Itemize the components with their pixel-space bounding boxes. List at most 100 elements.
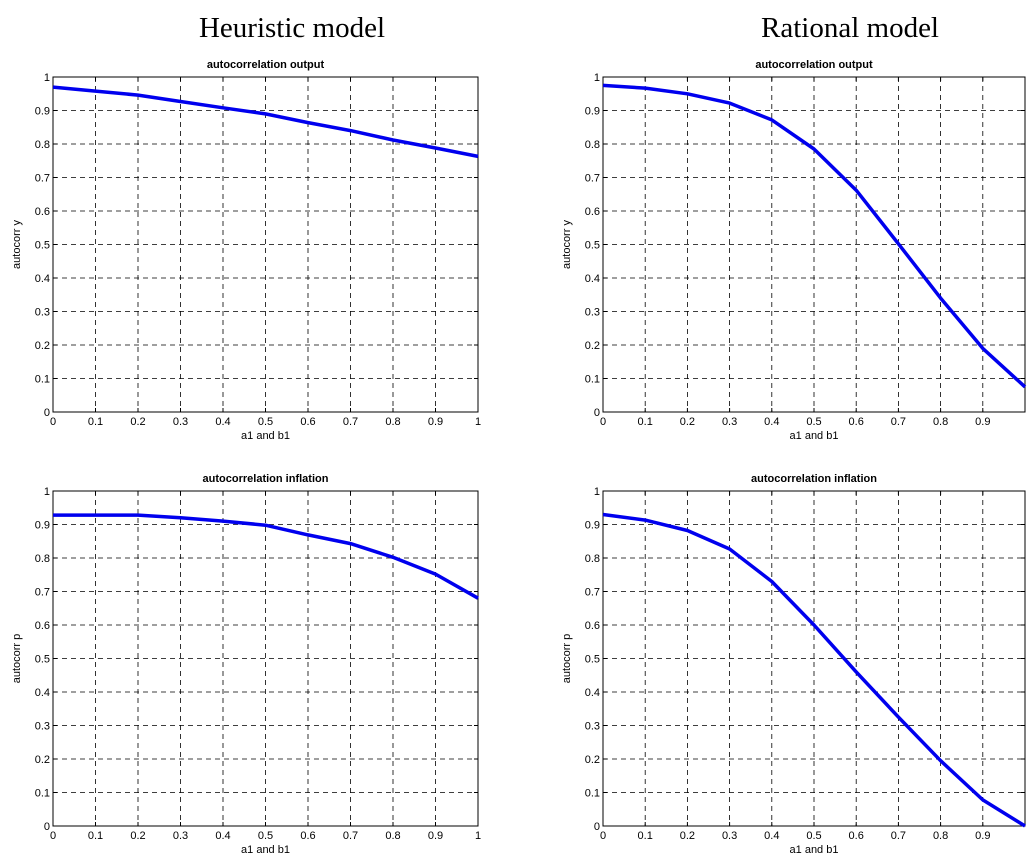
y-tick-label: 0 [594, 407, 600, 419]
x-tick-label: 0 [600, 830, 606, 842]
y-tick-label: 0.9 [585, 520, 600, 532]
panel-title: autocorrelation inflation [203, 473, 329, 485]
panel-title: autocorrelation output [207, 59, 325, 71]
x-axis-label: a1 and b1 [241, 430, 290, 442]
y-tick-label: 0.8 [35, 139, 50, 151]
y-tick-label: 0.6 [35, 620, 50, 632]
y-tick-label: 0.9 [35, 520, 50, 532]
y-tick-label: 0.3 [585, 721, 600, 733]
x-tick-label: 1 [475, 830, 481, 842]
x-tick-label: 0.8 [385, 830, 400, 842]
series-line [53, 513, 479, 600]
x-tick-label: 0.5 [258, 416, 273, 428]
y-tick-label: 0.7 [35, 173, 50, 185]
heuristic-model-header: Heuristic model [198, 12, 386, 44]
series-line [602, 83, 1027, 389]
x-tick-label: 0.7 [891, 416, 906, 428]
y-tick-label: 0.6 [35, 206, 50, 218]
y-tick-label: 0.4 [585, 687, 600, 699]
y-tick-label: 0 [44, 821, 50, 833]
y-tick-label: 0 [594, 821, 600, 833]
x-tick-label: 0.3 [173, 830, 188, 842]
y-tick-label: 0.2 [585, 754, 600, 766]
x-tick-label: 0 [50, 830, 56, 842]
y-tick-label: 0.1 [585, 374, 600, 386]
y-tick-label: 0.8 [585, 553, 600, 565]
x-tick-label: 0.4 [764, 416, 779, 428]
x-tick-label: 0.1 [638, 830, 653, 842]
x-axis-label: a1 and b1 [790, 430, 839, 442]
x-tick-label: 0.2 [680, 416, 695, 428]
y-tick-label: 0.9 [585, 106, 600, 118]
y-tick-label: 0.7 [585, 587, 600, 599]
y-tick-label: 0.4 [35, 687, 50, 699]
chart-panel-2: 0 0.1 0.2 0.3 0.4 0.5 0.6 0.7 0.8 0.9 0 0.1 0.2 0.3 0.… [561, 59, 1027, 442]
series-line [52, 85, 479, 159]
y-tick-label: 0.3 [585, 307, 600, 319]
x-tick-label: 0.9 [975, 416, 990, 428]
x-axis-label: a1 and b1 [241, 844, 290, 856]
chart-panel-4: 0 0.1 0.2 0.3 0.4 0.5 0.6 0.7 0.8 0.9 0 0.1 0.2 0.3 0.… [561, 473, 1026, 856]
x-tick-label: 0.7 [891, 830, 906, 842]
y-tick-label: 0.1 [35, 788, 50, 800]
x-tick-label: 0.4 [215, 416, 230, 428]
x-tick-label: 0.3 [722, 416, 737, 428]
x-tick-label: 0.2 [130, 830, 145, 842]
x-tick-label: 0.6 [300, 830, 315, 842]
x-tick-label: 0.7 [343, 416, 358, 428]
x-tick-label: 0.9 [428, 830, 443, 842]
y-tick-label: 0.6 [585, 620, 600, 632]
x-tick-label: 1 [475, 416, 481, 428]
y-tick-label: 0.3 [35, 721, 50, 733]
rational-model-header: Rational model [761, 12, 939, 44]
x-tick-label: 0 [50, 416, 56, 428]
x-tick-label: 0.8 [933, 416, 948, 428]
y-tick-label: 0.2 [585, 340, 600, 352]
x-tick-label: 0.4 [764, 830, 779, 842]
y-tick-label: 0.2 [35, 340, 50, 352]
y-tick-label: 0.8 [35, 553, 50, 565]
x-tick-label: 0.6 [300, 416, 315, 428]
x-tick-label: 0.1 [638, 416, 653, 428]
x-tick-label: 0.9 [975, 830, 990, 842]
x-tick-label: 0.1 [88, 416, 103, 428]
y-tick-label: 0.3 [35, 307, 50, 319]
y-axis-label: autocorr y [561, 220, 573, 269]
x-tick-label: 0.2 [680, 830, 695, 842]
panel-title: autocorrelation output [755, 59, 873, 71]
y-tick-label: 0.5 [35, 654, 50, 666]
y-tick-label: 0.8 [585, 139, 600, 151]
x-tick-label: 0.8 [933, 830, 948, 842]
y-tick-label: 1 [44, 72, 50, 84]
x-tick-label: 0.7 [343, 830, 358, 842]
x-tick-label: 0.2 [130, 416, 145, 428]
y-tick-label: 1 [594, 72, 600, 84]
x-tick-label: 0.5 [806, 416, 821, 428]
y-axis-label: autocorr p [561, 634, 573, 684]
x-tick-label: 0.1 [88, 830, 103, 842]
y-tick-label: 0 [44, 407, 50, 419]
y-tick-label: 0.6 [585, 206, 600, 218]
y-tick-label: 0.5 [585, 654, 600, 666]
y-tick-label: 0.5 [35, 240, 50, 252]
x-tick-label: 0.3 [722, 830, 737, 842]
x-tick-label: 0.8 [385, 416, 400, 428]
chart-panel-1: 0 0.1 0.2 0.3 0.4 0.5 0.6 0.7 0.8 0.9 1 0 0.1 0.2 0.3 0… [11, 59, 481, 442]
y-axis-label: autocorr p [11, 634, 23, 684]
y-tick-label: 0.7 [35, 587, 50, 599]
x-tick-label: 0.6 [849, 416, 864, 428]
y-tick-label: 1 [594, 486, 600, 498]
y-tick-label: 0.4 [35, 273, 50, 285]
x-axis-label: a1 and b1 [790, 844, 839, 856]
y-axis-label: autocorr y [11, 220, 23, 269]
x-tick-label: 0.5 [258, 830, 273, 842]
x-tick-label: 0.3 [173, 416, 188, 428]
y-tick-label: 0.9 [35, 106, 50, 118]
y-tick-label: 1 [44, 486, 50, 498]
chart-panel-3: 0 0.1 0.2 0.3 0.4 0.5 0.6 0.7 0.8 0.9 1 0 0.1 0.2 0.3 0… [11, 473, 481, 856]
y-tick-label: 0.7 [585, 173, 600, 185]
y-tick-label: 0.2 [35, 754, 50, 766]
x-tick-label: 0 [600, 416, 606, 428]
x-tick-label: 0.4 [215, 830, 230, 842]
